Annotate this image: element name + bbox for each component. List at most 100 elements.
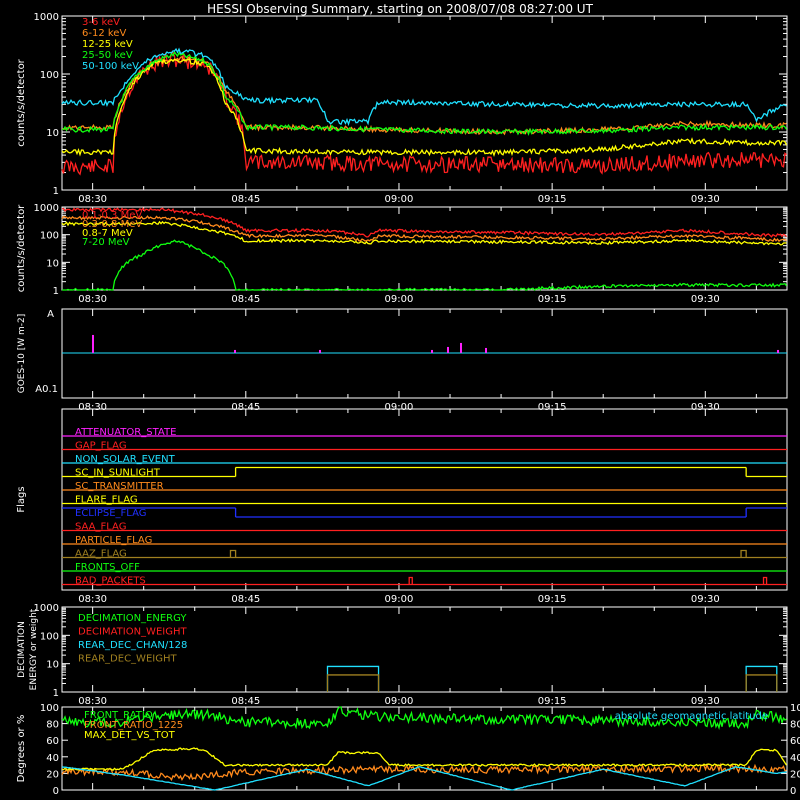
legend-label: 12-25 keV: [82, 39, 133, 50]
flag-spike: [229, 549, 237, 558]
x-tick-label: 09:00: [385, 696, 414, 707]
legend-label: FRONT_RATIO: [84, 710, 153, 721]
panel-5: 110100100008:3008:4509:0009:1509:3009:45…: [17, 603, 788, 707]
x-tick-label: 09:15: [538, 696, 567, 707]
x-tick-label: 08:30: [78, 696, 107, 707]
y-tick-label: 100: [40, 231, 59, 242]
y-tick-label: 10: [46, 660, 59, 671]
flag-label: SAA_FLAG: [75, 522, 126, 533]
y-tick-label-right: 0: [790, 786, 796, 797]
y-tick-label: 40: [46, 753, 59, 764]
x-tick-label: 09:30: [691, 402, 720, 413]
y-tick-label-right: 80: [790, 720, 800, 731]
y-tick-label: A: [47, 309, 54, 320]
legend-label: FRONT_RATIO_1225: [84, 720, 183, 731]
y-tick-label: 20: [46, 769, 59, 780]
x-tick-label: 09:30: [691, 696, 720, 707]
flag-spike: [740, 549, 747, 558]
legend-label: 6-12 keV: [82, 28, 126, 39]
y-tick-label: 1000: [34, 603, 59, 614]
y-tick-label-right: 100: [790, 703, 800, 714]
flag-label: AAZ_FLAG: [75, 549, 127, 560]
panel-2: 1 10 100 1000 counts/s/detector 08:30 08:45 09:…: [16, 203, 788, 305]
x-tick-label: 08:30: [78, 294, 107, 305]
x-tick-label: 08:45: [231, 194, 260, 205]
y-tick-label: 80: [46, 720, 59, 731]
flag-label: BAD_PACKETS: [75, 576, 146, 587]
legend-label: 0.8-7 MeV: [82, 228, 133, 239]
y-tick-label: 100: [40, 70, 59, 81]
y-axis-label: counts/s/detector: [16, 58, 27, 146]
x-tick-label: 09:15: [538, 594, 567, 605]
flag-label: ECLIPSE_FLAG: [75, 508, 146, 519]
y-axis-label: counts/s/detector: [16, 204, 27, 292]
x-tick-label: 08:45: [231, 594, 260, 605]
flag-label: ATTENUATOR_STATE: [75, 427, 176, 438]
y-tick-label: 1: [53, 688, 59, 699]
decimation-step: [326, 674, 380, 692]
y-tick-label: 0: [53, 786, 59, 797]
panel-6: 0 0 20 20 40 40 60 60 80 80 100 100 Degrees or % FRON…: [16, 703, 800, 797]
y-axis-label: ENERGY or weight: [29, 608, 39, 690]
series-red: [61, 207, 787, 238]
legend-label: 0.1-0.3 MeV: [82, 210, 142, 221]
flag-label: GAP_FLAG: [75, 441, 127, 452]
decimation-step: [745, 674, 778, 692]
x-tick-label: 09:30: [691, 294, 720, 305]
panel-frame: [61, 408, 788, 591]
flag-spike: [408, 576, 413, 585]
flag-label: SC_TRANSMITTER: [75, 481, 164, 492]
x-tick-label: 08:45: [231, 696, 260, 707]
series-yellow: [61, 220, 787, 246]
panel-1: 1 10 100 1000 counts/s/detector 08:30 08:45 09:…: [16, 12, 788, 205]
series-yellow: [61, 57, 788, 158]
flag-label: NON_SOLAR_EVENT: [75, 454, 176, 465]
panel-4: Flags ATTENUATOR_STATE GAP_FLAG NON_SOLAR_E…: [16, 408, 788, 605]
panel-3: A A0.1 GOES-10 [W m-2] 08:30 08:45 09:00 09:15…: [17, 308, 788, 413]
y-tick-label-right: 60: [790, 736, 800, 747]
y-tick-label-right: 20: [790, 769, 800, 780]
chart-title: HESSI Observing Summary, starting on 200…: [207, 2, 593, 16]
series-orange: [61, 762, 787, 782]
series-green: [61, 706, 787, 731]
y-tick-label: A0.1: [35, 384, 58, 395]
x-tick-label: 08:30: [78, 194, 107, 205]
y-axis-label: Flags: [16, 486, 27, 512]
legend-label: REAR_DEC_CHAN/128: [78, 640, 187, 651]
y-tick-label: 10: [46, 128, 59, 139]
x-tick-label: 08:30: [78, 402, 107, 413]
legend-label: 25-50 keV: [82, 50, 133, 61]
y-tick-label: 1: [53, 286, 59, 297]
y-tick-label: 100: [40, 703, 59, 714]
legend-label: 0.3-0.8 MeV: [82, 219, 142, 230]
flag-label: PARTICLE_FLAG: [75, 535, 152, 546]
y-tick-label: 100: [40, 631, 59, 642]
y-axis-label: Degrees or %: [16, 715, 27, 783]
x-tick-label: 09:15: [538, 294, 567, 305]
x-tick-label: 09:30: [691, 194, 720, 205]
flag-label: SC_IN_SUNLIGHT: [75, 468, 161, 479]
y-axis-label: DECIMATION: [17, 621, 27, 678]
x-tick-label: 08:45: [231, 402, 260, 413]
x-tick-label: 09:00: [385, 402, 414, 413]
series-cyan: [61, 47, 787, 127]
y-tick-label: 10: [46, 258, 59, 269]
legend-label: MAX_DET_VS_TOT: [84, 730, 176, 741]
y-tick-label: 1000: [34, 12, 59, 23]
series-cyan: [61, 765, 787, 791]
legend-label: 7-20 MeV: [82, 237, 130, 248]
panel-frame: [61, 206, 788, 291]
y-tick-label-right: 40: [790, 753, 800, 764]
x-tick-label: 09:00: [385, 294, 414, 305]
x-tick-label: 09:30: [691, 594, 720, 605]
x-tick-label: 09:00: [385, 194, 414, 205]
series-green: [62, 239, 788, 291]
series-green: [61, 50, 788, 136]
series-orange: [61, 215, 787, 242]
panel-frame: [61, 706, 788, 791]
legend-label: 3-6 keV: [82, 17, 120, 28]
x-tick-label: 09:15: [538, 402, 567, 413]
legend-label: REAR_DEC_WEIGHT: [78, 654, 177, 665]
